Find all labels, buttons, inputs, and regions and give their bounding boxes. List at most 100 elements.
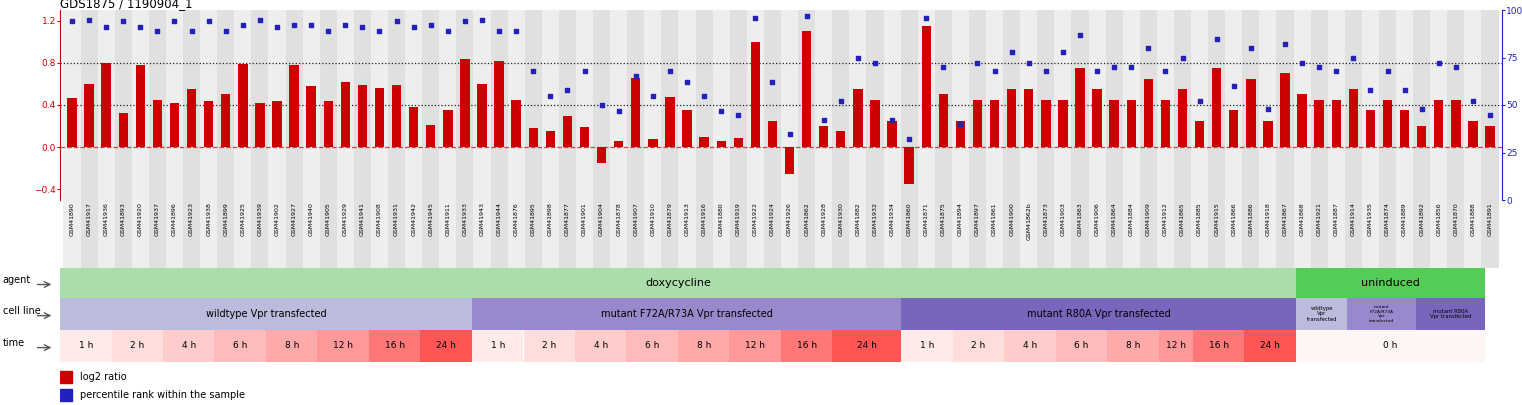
Bar [849,200,866,268]
Bar [1447,10,1464,200]
Point [641,92,665,99]
Text: GSM41928: GSM41928 [822,202,826,236]
Bar [644,10,662,200]
Bar [111,330,163,362]
Bar [1345,200,1362,268]
Bar [1157,10,1173,200]
Bar [457,10,473,200]
Text: GSM41906: GSM41906 [1094,202,1099,236]
Bar [1332,100,1341,147]
Text: GSM41902: GSM41902 [274,202,280,236]
Bar [1263,121,1272,147]
Text: 4 h: 4 h [594,341,607,350]
Text: 12 h: 12 h [746,341,766,350]
Bar [1143,79,1154,147]
Bar [935,10,951,200]
Bar [472,298,901,330]
Bar [163,330,215,362]
Bar [1055,200,1071,268]
Text: GSM41923: GSM41923 [189,202,195,236]
Point [556,87,580,93]
Text: GSM41880: GSM41880 [718,202,723,236]
Bar [798,10,816,200]
Bar [785,147,794,174]
Bar [286,200,303,268]
Bar [575,10,594,200]
Bar [1055,10,1071,200]
Point [674,79,699,85]
Bar [1415,298,1485,330]
Text: GSM41889: GSM41889 [1402,202,1408,236]
Bar [420,330,472,362]
Bar [1247,79,1256,147]
Bar [336,200,355,268]
Bar [559,10,575,200]
Bar [750,42,759,147]
Text: GSM41867: GSM41867 [1283,202,1288,236]
Point [1426,60,1450,66]
Point [1119,64,1143,70]
Text: GSM41885: GSM41885 [1198,202,1202,236]
Bar [388,200,405,268]
Point [915,14,939,21]
Bar [67,98,76,147]
Bar [594,10,610,200]
Bar [901,200,918,268]
Text: mutant
F72A/R73A
Vpr
transfected: mutant F72A/R73A Vpr transfected [1370,305,1394,323]
Bar [1140,200,1157,268]
Bar [953,330,1005,362]
Bar [1245,330,1297,362]
Text: GSM41941: GSM41941 [359,202,365,236]
Bar [781,200,798,268]
Bar [525,10,542,200]
Point [521,68,545,74]
Bar [490,200,508,268]
Point [761,79,785,85]
Point [265,24,289,30]
Bar [1071,10,1088,200]
Text: 16 h: 16 h [796,341,817,350]
Text: GSM41865: GSM41865 [1180,202,1186,236]
Point [1000,49,1024,55]
Bar [215,330,266,362]
Text: 1 h: 1 h [919,341,935,350]
Text: GSM41875: GSM41875 [941,202,945,236]
Point [1017,60,1041,66]
Point [1358,87,1382,93]
Text: doxycycline: doxycycline [645,278,711,288]
Bar [102,63,111,147]
Text: cell line: cell line [3,306,41,316]
Bar [59,389,72,401]
Point [778,130,802,137]
Bar [1230,110,1239,147]
Bar [986,10,1003,200]
Bar [575,200,594,268]
Bar [1242,200,1259,268]
Text: GSM41898: GSM41898 [548,202,552,236]
Text: GSM41921: GSM41921 [1317,202,1321,236]
Text: GSM41903: GSM41903 [1061,202,1065,236]
Bar [712,10,729,200]
Point [1204,35,1228,42]
Bar [1434,100,1443,147]
Bar [440,10,457,200]
Bar [1310,200,1327,268]
Text: GSM41864: GSM41864 [1111,202,1117,236]
Bar [627,330,677,362]
Bar [473,10,490,200]
Bar [1348,89,1358,147]
Bar [320,200,336,268]
Text: GSM41874: GSM41874 [1385,202,1390,236]
Text: GSM41863: GSM41863 [1078,202,1082,236]
Text: GSM41909: GSM41909 [1146,202,1151,236]
Point [213,28,237,34]
Bar [866,200,883,268]
Text: GSM41938: GSM41938 [205,202,212,236]
Bar [816,200,833,268]
Text: 12 h: 12 h [333,341,353,350]
Point [419,22,443,28]
Bar [597,147,606,163]
Bar [371,10,388,200]
Bar [1126,100,1135,147]
Text: GSM41871: GSM41871 [924,202,928,236]
